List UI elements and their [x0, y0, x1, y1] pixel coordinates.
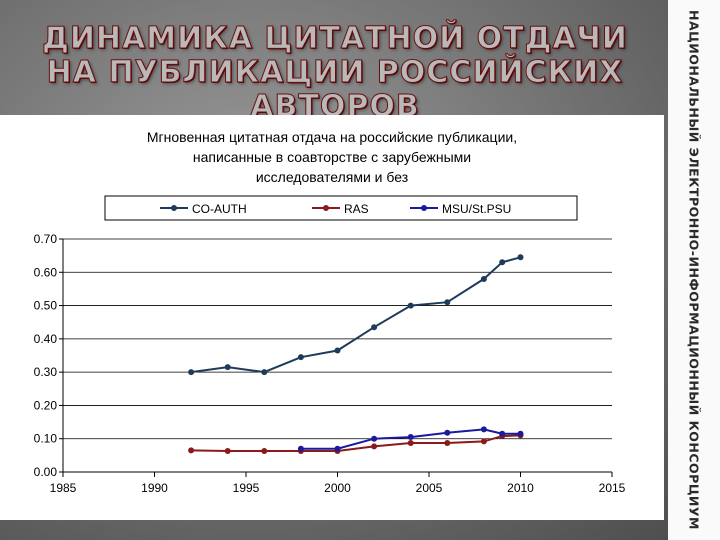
slide-title: ДИНАМИКА ЦИТАТНОЙ ОТДАЧИ НА ПУБЛИКАЦИИ Р…	[42, 21, 628, 124]
x-tick-labels: 1985 1990 1995 2000 2005 2010 2015	[50, 481, 626, 495]
chart-title: Мгновенная цитатная отдача на российские…	[147, 129, 517, 185]
legend-label: RAS	[344, 202, 369, 216]
data-point	[499, 259, 506, 266]
axes	[59, 238, 613, 477]
y-tick-label: 0.50	[34, 299, 58, 313]
data-point	[261, 369, 268, 376]
y-tick-label: 0.60	[34, 265, 58, 279]
x-tick-label: 2005	[416, 481, 443, 495]
data-point	[297, 445, 304, 452]
data-point	[407, 302, 414, 309]
x-tick-label: 2010	[507, 481, 534, 495]
data-point	[444, 429, 451, 436]
data-point	[371, 443, 378, 450]
data-point	[188, 447, 195, 454]
data-point	[407, 434, 414, 441]
y-tick-label: 0.20	[34, 398, 58, 412]
y-tick-label: 0.40	[34, 332, 58, 346]
legend-swatch-marker	[323, 205, 329, 211]
side-banner-text: НАЦИОНАЛЬНЫЙ ЭЛЕКТРОННО-ИНФОРМАЦИОННЫЙ К…	[686, 10, 702, 530]
data-point	[371, 324, 378, 331]
data-point	[480, 275, 487, 282]
chart-title-line: написанные в соавторстве с зарубежными	[193, 149, 471, 165]
data-point	[499, 430, 506, 437]
data-point	[371, 435, 378, 442]
y-tick-label: 0.70	[34, 232, 58, 246]
data-point	[334, 347, 341, 354]
side-banner-panel	[668, 0, 720, 540]
x-tick-label: 1995	[233, 481, 260, 495]
y-tick-label: 0.30	[34, 365, 58, 379]
legend-swatch-marker	[171, 205, 177, 211]
data-point	[188, 369, 195, 376]
legend-label: CO-AUTH	[192, 202, 247, 216]
legend-label: MSU/St.PSU	[442, 202, 511, 216]
data-point	[261, 448, 268, 455]
chart-legend: CO-AUTH RAS MSU/St.PSU	[160, 202, 511, 216]
grid-lines	[63, 238, 612, 440]
x-tick-label: 1990	[141, 481, 168, 495]
data-point	[444, 440, 451, 447]
series-line	[300, 428, 521, 450]
y-tick-label: 0.10	[34, 432, 58, 446]
x-tick-label: 2000	[324, 481, 351, 495]
data-point	[224, 364, 231, 371]
data-point	[407, 440, 414, 447]
data-point	[334, 445, 341, 452]
chart-title-line: Мгновенная цитатная отдача на российские…	[147, 129, 517, 145]
x-tick-label: 1985	[50, 481, 77, 495]
chart-panel: Мгновенная цитатная отдача на российские…	[0, 115, 664, 520]
x-tick-label: 2015	[599, 481, 626, 495]
y-tick-labels: 0.00 0.10 0.20 0.30 0.40 0.50 0.60 0.70	[34, 232, 58, 479]
data-point	[480, 426, 487, 433]
data-series	[188, 254, 524, 455]
legend-swatch-marker	[421, 205, 427, 211]
data-point	[517, 430, 524, 437]
line-chart: Мгновенная цитатная отдача на российские…	[34, 129, 626, 495]
y-tick-label: 0.00	[34, 465, 58, 479]
series-line	[190, 256, 521, 374]
data-point	[297, 354, 304, 361]
chart-title-line: исследователями и без	[256, 169, 408, 185]
data-point	[224, 448, 231, 455]
data-point	[480, 438, 487, 445]
data-point	[517, 254, 524, 261]
data-point	[444, 299, 451, 306]
